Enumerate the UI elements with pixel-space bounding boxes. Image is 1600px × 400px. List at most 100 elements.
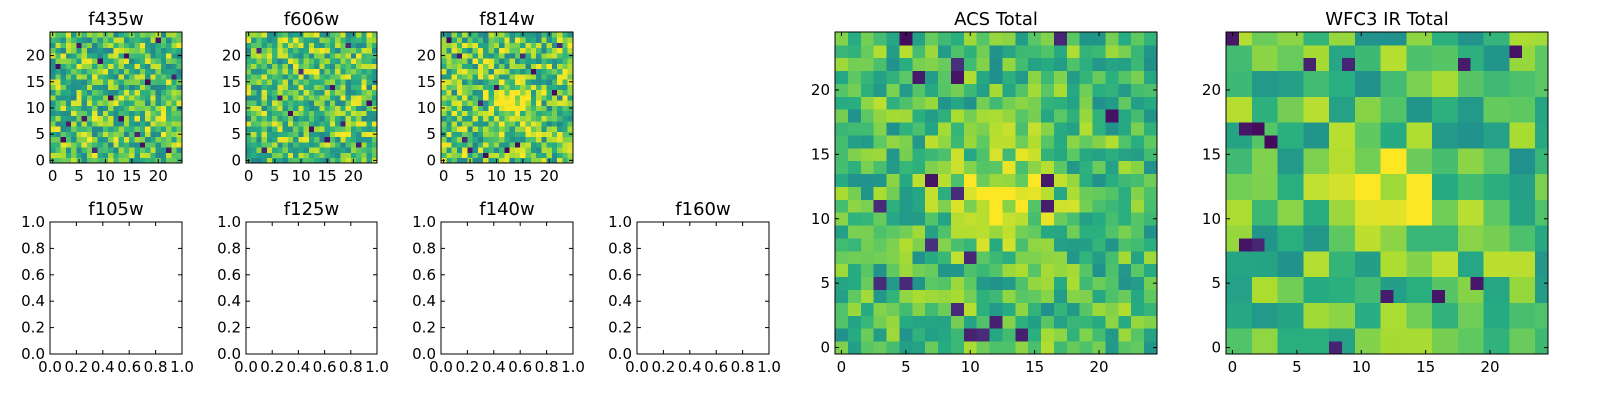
heatmap-cell [340, 68, 346, 75]
heatmap-cell [925, 160, 939, 175]
heatmap-cell [467, 47, 474, 54]
heatmap-cell [1053, 276, 1068, 290]
heatmap-cell [462, 42, 468, 49]
heatmap-cell [1419, 83, 1433, 97]
x-tick-label: 5 [270, 167, 280, 185]
heatmap-cell [350, 110, 357, 117]
heatmap-cell [509, 142, 516, 148]
heatmap-cell [277, 105, 284, 111]
heatmap-cell [287, 157, 294, 164]
heatmap-cell [1432, 302, 1446, 316]
heatmap-cell [60, 142, 67, 148]
heatmap-cell [1457, 160, 1472, 175]
heatmap-cell [446, 84, 452, 91]
heatmap-cell [1509, 135, 1523, 149]
heatmap-cell [546, 94, 553, 101]
heatmap-cell [1444, 212, 1459, 226]
heatmap-cell [118, 84, 125, 91]
heatmap-cell [329, 52, 336, 59]
heatmap-cell [1238, 238, 1253, 252]
heatmap-cell [129, 110, 135, 117]
heatmap-cell [1329, 96, 1343, 110]
heatmap-cell [1406, 341, 1420, 355]
heatmap-cell [287, 94, 294, 101]
heatmap-cell [113, 37, 120, 43]
heatmap-cell [287, 121, 294, 127]
heatmap-cell [1354, 289, 1369, 303]
heatmap-cell [60, 157, 67, 164]
heatmap-cell [546, 147, 553, 153]
heatmap-cell [129, 79, 135, 85]
heatmap-cell [860, 160, 875, 175]
heatmap-cell [298, 47, 305, 54]
heatmap-cell [308, 121, 315, 127]
heatmap-cell [847, 289, 862, 303]
heatmap-cell [557, 121, 563, 127]
heatmap-cell [1118, 212, 1132, 226]
heatmap-cell [1226, 263, 1240, 278]
heatmap-cell [335, 73, 341, 80]
heatmap-cell [1457, 199, 1472, 213]
heatmap-cell [912, 250, 926, 265]
heatmap-cell [835, 328, 849, 342]
heatmap-cell [1015, 70, 1029, 84]
heatmap-cell [160, 136, 167, 143]
heatmap-cell [1277, 289, 1291, 303]
heatmap-cell [76, 147, 83, 153]
heatmap-cell [1238, 276, 1253, 290]
heatmap-cell [1303, 315, 1317, 329]
heatmap-cell [536, 37, 542, 43]
heatmap-cell [488, 37, 495, 43]
heatmap-cell [1131, 135, 1145, 149]
heatmap-cell [76, 142, 83, 148]
heatmap-cell [451, 52, 458, 59]
heatmap-cell [1028, 160, 1042, 175]
heatmap-cell [546, 37, 553, 43]
heatmap-cell [324, 58, 331, 64]
heatmap-cell [1066, 212, 1081, 226]
heatmap-cell [860, 83, 875, 97]
heatmap-cell [166, 32, 172, 38]
heatmap-cell [266, 157, 273, 164]
heatmap-cell [298, 100, 305, 106]
heatmap-cell [1002, 109, 1016, 123]
heatmap-cell [530, 131, 537, 138]
heatmap-cell [1277, 263, 1291, 278]
heatmap-cell [530, 157, 537, 164]
heatmap-cell [113, 105, 120, 111]
heatmap-cell [356, 42, 362, 49]
heatmap-cell [1509, 160, 1523, 175]
heatmap-cell [139, 58, 146, 64]
heatmap-cell [1535, 199, 1549, 213]
heatmap-cell [1483, 238, 1497, 252]
heatmap-cell [467, 79, 474, 85]
heatmap-cell [514, 89, 521, 96]
heatmap-cell [272, 63, 278, 70]
heatmap-cell [129, 47, 135, 54]
heatmap-cell [1341, 122, 1356, 136]
heatmap-cell [1341, 44, 1356, 59]
heatmap-cell [963, 289, 978, 303]
heatmap-cell [562, 37, 569, 43]
heatmap-cell [139, 84, 146, 91]
heatmap-cell [1290, 341, 1304, 355]
heatmap-cell [1470, 289, 1484, 303]
heatmap-cell [356, 152, 362, 159]
heatmap-cell [155, 68, 162, 75]
heatmap-cell [1341, 341, 1356, 355]
heatmap-cell [1419, 341, 1433, 355]
heatmap-cell [86, 100, 93, 106]
heatmap-cell [1419, 44, 1433, 59]
heatmap-cell [1380, 70, 1394, 84]
heatmap-cell [467, 84, 474, 91]
heatmap-cell [139, 152, 146, 159]
heatmap-cell [1226, 109, 1240, 123]
heatmap-cell [298, 105, 305, 111]
heatmap-cell [1290, 109, 1304, 123]
heatmap-cell [976, 96, 990, 110]
heatmap-cell [366, 47, 373, 54]
heatmap-cell [509, 84, 516, 91]
heatmap-cell [446, 47, 452, 54]
heatmap-cell [1015, 225, 1029, 239]
heatmap-cell [256, 94, 263, 101]
